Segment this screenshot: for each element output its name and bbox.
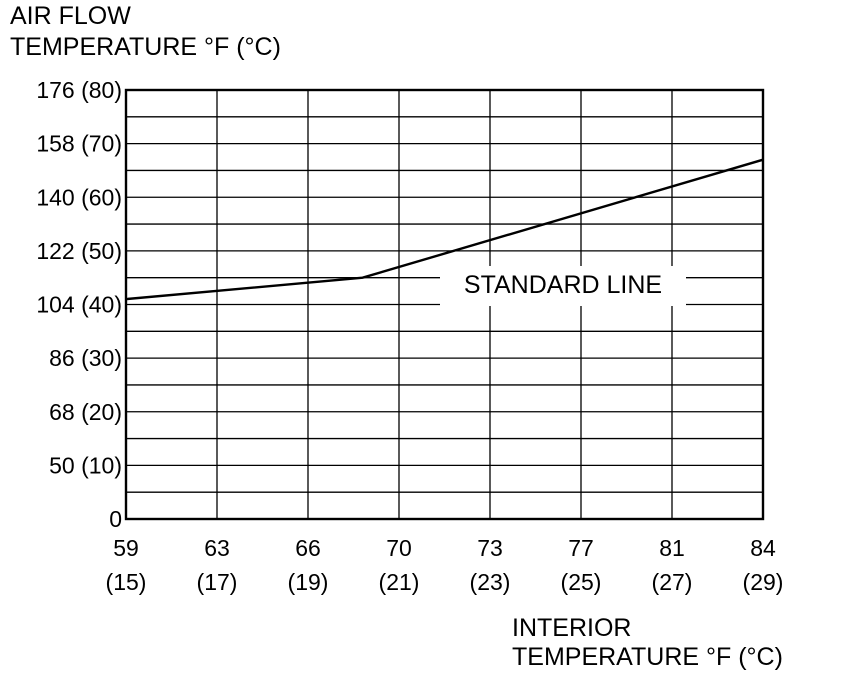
x-tick-label-c: (29) (743, 569, 784, 595)
plot-frame (124, 88, 765, 521)
y-tick-label: 176 (80) (36, 77, 122, 103)
x-tick-label-c: (19) (288, 569, 329, 595)
x-tick-label-f: 84 (750, 535, 776, 561)
axis-labels: 0 50 (10) 68 (20) 86 (30) 104 (40) 122 (50) 14… (36, 77, 783, 595)
y-tick-label: 122 (50) (36, 238, 122, 264)
y-tick-label: 50 (10) (49, 452, 122, 478)
y-tick-label: 0 (109, 506, 122, 532)
x-tick-label-c: (23) (470, 569, 511, 595)
x-tick-label-f: 66 (295, 535, 321, 561)
y-tick-label: 104 (40) (36, 292, 122, 318)
y-axis-title-line2: TEMPERATURE °F (°C) (10, 33, 281, 61)
y-tick-label: 86 (30) (49, 345, 122, 371)
series-line-standard (125, 158, 764, 301)
y-tick-label: 158 (70) (36, 131, 122, 157)
y-tick-label: 68 (20) (49, 399, 122, 425)
x-tick-label-c: (17) (197, 569, 238, 595)
x-tick-label-c: (27) (652, 569, 693, 595)
x-axis-title-line2: TEMPERATURE °F (°C) (512, 643, 783, 671)
x-tick-label-c: (21) (379, 569, 420, 595)
x-tick-label-f: 63 (204, 535, 230, 561)
x-tick-label-c: (15) (106, 569, 147, 595)
y-axis-title-line1: AIR FLOW (10, 2, 131, 30)
y-tick-label: 140 (60) (36, 184, 122, 210)
x-tick-label-c: (25) (561, 569, 602, 595)
series-label-background (440, 266, 686, 306)
series: STANDARD LINE (125, 158, 764, 306)
series-label: STANDARD LINE (464, 271, 662, 299)
x-tick-label-f: 70 (386, 535, 412, 561)
x-axis-title-line1: INTERIOR (512, 614, 631, 642)
x-tick-label-f: 59 (113, 535, 139, 561)
x-tick-label-f: 77 (568, 535, 594, 561)
x-tick-label-f: 73 (477, 535, 503, 561)
x-tick-label-f: 81 (659, 535, 685, 561)
